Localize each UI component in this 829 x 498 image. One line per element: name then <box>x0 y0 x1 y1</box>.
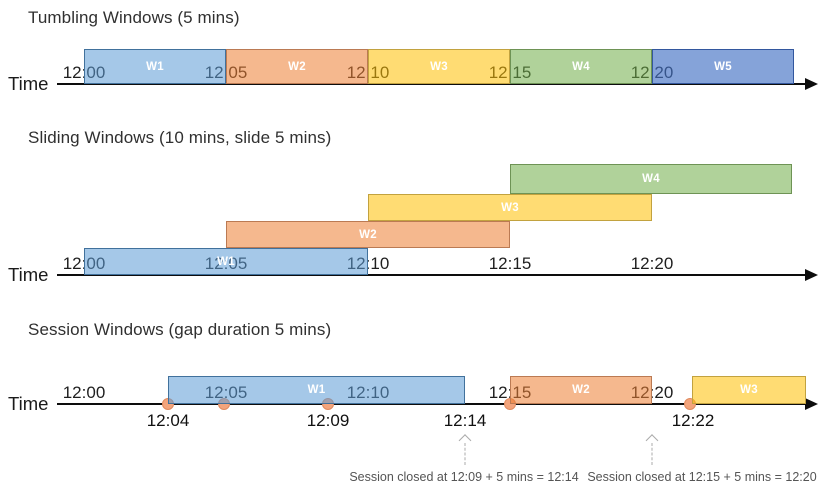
window-label-session-w2: W2 <box>572 384 590 396</box>
window-label-sliding-w2: W2 <box>359 228 377 241</box>
window-box-sliding-w2: W2 <box>226 221 510 248</box>
window-label-session-w3: W3 <box>740 384 758 396</box>
window-box-sliding-w4: W4 <box>510 164 792 194</box>
event-time-label-session-1204: 12:04 <box>146 411 190 430</box>
section-title-tumbling: Tumbling Windows (5 mins) <box>28 8 240 27</box>
window-box-tumbling-w2: W2 <box>226 49 368 84</box>
window-box-session-w3: W3 <box>692 376 806 404</box>
axis-arrowhead-icon-sliding <box>805 269 818 281</box>
window-label-tumbling-w2: W2 <box>288 60 306 73</box>
tick-label-session-1200: 12:00 <box>62 383 106 402</box>
event-time-label-session-1222: 12:22 <box>671 411 715 430</box>
window-box-tumbling-w1: W1 <box>84 49 226 84</box>
callout-arrow-1 <box>651 443 653 465</box>
window-box-tumbling-w4: W4 <box>510 49 652 84</box>
axis-line-tumbling <box>57 82 806 86</box>
window-label-tumbling-w5: W5 <box>714 60 732 73</box>
time-axis-label-session: Time <box>8 393 49 414</box>
callout-text-1: Session closed at 12:15 + 5 mins = 12:20 <box>587 470 817 484</box>
callout-text-0: Session closed at 12:09 + 5 mins = 12:14 <box>349 470 579 484</box>
time-axis-label-tumbling: Time <box>8 73 49 94</box>
window-label-session-w1: W1 <box>307 384 326 396</box>
window-label-sliding-w3: W3 <box>501 201 519 214</box>
window-label-sliding-w1: W1 <box>217 255 235 268</box>
event-time-label-session-1214: 12:14 <box>443 411 487 430</box>
window-label-sliding-w4: W4 <box>642 173 660 185</box>
section-title-sliding: Sliding Windows (10 mins, slide 5 mins) <box>28 128 332 147</box>
time-axis-label-sliding: Time <box>8 264 49 285</box>
window-box-sliding-w1: W1 <box>84 248 368 275</box>
callout-arrow-0 <box>464 443 466 465</box>
axis-line-session <box>57 402 806 406</box>
event-time-label-session-1209: 12:09 <box>306 411 350 430</box>
window-label-tumbling-w3: W3 <box>430 60 448 73</box>
axis-arrowhead-icon-session <box>805 398 818 410</box>
window-box-sliding-w3: W3 <box>368 194 652 221</box>
axis-line-sliding <box>57 273 806 277</box>
section-title-session: Session Windows (gap duration 5 mins) <box>28 320 332 339</box>
tick-label-sliding-1220: 12:20 <box>630 254 674 273</box>
window-label-tumbling-w1: W1 <box>146 60 164 73</box>
window-box-tumbling-w5: W5 <box>652 49 794 84</box>
window-box-session-w1: W1 <box>168 376 465 404</box>
window-box-session-w2: W2 <box>510 376 652 404</box>
window-box-tumbling-w3: W3 <box>368 49 510 84</box>
window-label-tumbling-w4: W4 <box>572 60 590 73</box>
tick-label-sliding-1215: 12:15 <box>488 254 532 273</box>
axis-arrowhead-icon-tumbling <box>805 78 818 90</box>
